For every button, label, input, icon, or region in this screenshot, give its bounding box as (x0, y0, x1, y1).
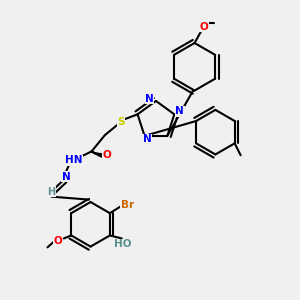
Text: N: N (62, 172, 70, 182)
Text: N: N (145, 94, 154, 103)
Text: Br: Br (121, 200, 134, 210)
Text: H: H (47, 187, 56, 196)
Text: HO: HO (115, 239, 132, 249)
Text: O: O (103, 150, 112, 160)
Text: O: O (53, 236, 62, 246)
Text: S: S (118, 117, 125, 127)
Text: O: O (200, 22, 208, 32)
Text: N: N (175, 106, 184, 116)
Text: HN: HN (65, 155, 82, 165)
Text: N: N (143, 134, 152, 145)
